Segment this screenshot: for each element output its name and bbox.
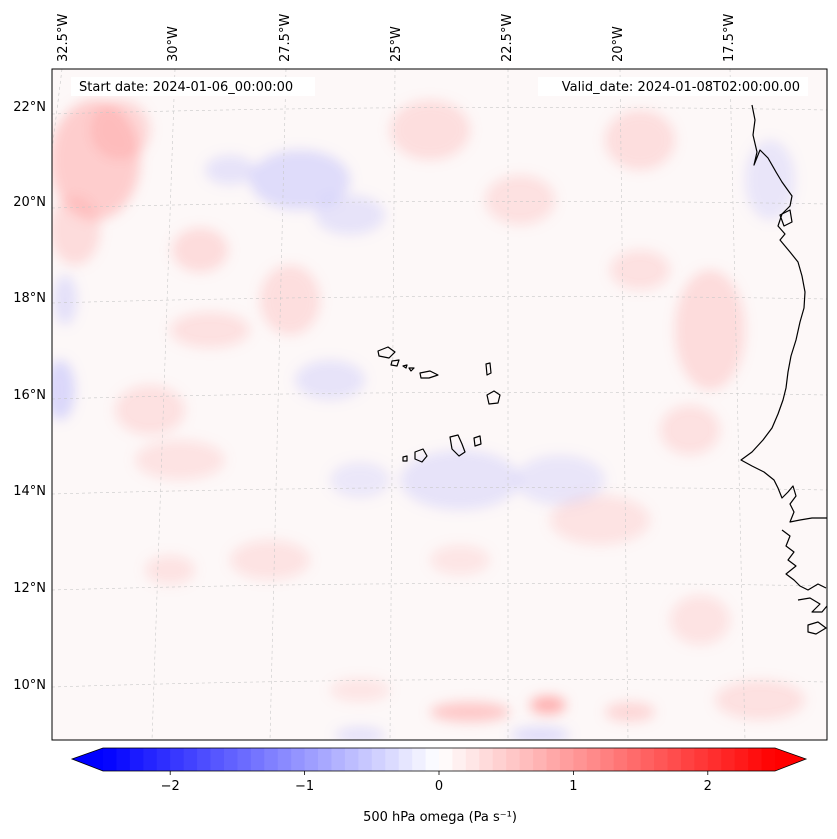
colorbar-cell — [465, 748, 480, 771]
colorbar-cell — [533, 748, 548, 771]
valid-date-box — [538, 77, 808, 96]
colorbar-extend-max — [775, 748, 806, 771]
colorbar-cells — [103, 748, 776, 771]
colorbar-cell — [734, 748, 749, 771]
lon-label: 30°W — [166, 26, 181, 62]
africa-coastline — [740, 104, 827, 523]
colorbar-cell — [412, 748, 427, 771]
colorbar-cell — [721, 748, 736, 771]
island-sao-vicente — [390, 359, 400, 367]
lat-label: 20°N — [13, 195, 46, 210]
island-sao-nicolau — [419, 370, 439, 379]
colorbar-cell — [586, 748, 601, 771]
colorbar-cell — [452, 748, 467, 771]
colorbar-cell — [183, 748, 198, 771]
longitude-labels: 32.5°W 30°W 27.5°W 25°W 22.5°W 20°W 17.5… — [56, 14, 737, 62]
colorbar-cell — [559, 748, 574, 771]
island-fogo — [414, 448, 428, 463]
colorbar-cell — [707, 748, 722, 771]
colorbar-outline — [70, 747, 808, 772]
colorbar-tick-label: 1 — [569, 779, 577, 794]
colorbar-cell — [748, 748, 763, 771]
latitude-labels: 22°N 20°N 18°N 16°N 14°N 12°N 10°N — [13, 100, 46, 693]
lat-label: 16°N — [13, 388, 46, 403]
colorbar-cell — [667, 748, 682, 771]
map-panel: Start date: 2024-01-06_00:00:00 Valid_da… — [51, 68, 828, 741]
island-boa-vista — [486, 390, 501, 405]
colorbar-cell — [439, 748, 454, 771]
colorbar-cell — [573, 748, 588, 771]
colorbar-cell — [385, 748, 400, 771]
lat-label: 18°N — [13, 291, 46, 306]
colorbar-cell — [156, 748, 171, 771]
colorbar-ticks: −2 −1 0 1 2 — [161, 771, 712, 794]
colorbar-cell — [116, 748, 131, 771]
island-brava — [402, 455, 408, 462]
colorbar-cell — [277, 748, 292, 771]
colorbar-cell — [425, 748, 440, 771]
colorbar-cell — [344, 748, 359, 771]
colorbar-label: 500 hPa omega (Pa s⁻¹) — [363, 810, 517, 825]
colorbar-cell — [250, 748, 265, 771]
colorbar-cell — [304, 748, 319, 771]
colorbar-cell — [479, 748, 494, 771]
valid-date-label: Valid_date: 2024-01-08T02:00:00.00 — [562, 80, 800, 95]
colorbar-cell — [129, 748, 144, 771]
colorbar-cell — [680, 748, 695, 771]
colorbar-cell — [103, 748, 118, 771]
colorbar-cell — [506, 748, 521, 771]
colorbar-cell — [627, 748, 642, 771]
coastlines — [377, 104, 827, 635]
colorbar-cell — [143, 748, 158, 771]
start-date-box — [71, 77, 315, 96]
lat-label: 14°N — [13, 484, 46, 499]
colorbar-cell — [519, 748, 534, 771]
colorbar-cell — [694, 748, 709, 771]
colorbar-cell — [371, 748, 386, 771]
island-santiago — [449, 434, 466, 457]
colorbar: −2 −1 0 1 2 500 hPa omega (Pa s⁻¹) — [70, 747, 808, 825]
colorbar-tick-label: 2 — [704, 779, 712, 794]
colorbar-cell — [223, 748, 238, 771]
island-maio — [473, 435, 482, 447]
lat-label: 22°N — [13, 100, 46, 115]
lon-label: 22.5°W — [500, 14, 515, 62]
colorbar-cell — [398, 748, 413, 771]
colorbar-tick-label: 0 — [435, 779, 443, 794]
colorbar-cell — [654, 748, 669, 771]
colorbar-cell — [761, 748, 776, 771]
colorbar-cell — [264, 748, 279, 771]
colorbar-cell — [291, 748, 306, 771]
colorbar-cell — [237, 748, 252, 771]
colorbar-cell — [492, 748, 507, 771]
colorbar-cell — [613, 748, 628, 771]
omega-field — [52, 69, 827, 740]
lat-label: 12°N — [13, 581, 46, 596]
colorbar-cell — [546, 748, 561, 771]
colorbar-cell — [318, 748, 333, 771]
gridlines — [52, 69, 827, 740]
lon-label: 32.5°W — [56, 14, 71, 62]
map-frame — [51, 68, 828, 741]
island-santo-antao — [377, 346, 396, 359]
lon-label: 27.5°W — [278, 14, 293, 62]
colorbar-tick-label: −2 — [161, 779, 180, 794]
colorbar-cell — [210, 748, 225, 771]
colorbar-cell — [600, 748, 615, 771]
colorbar-cell — [331, 748, 346, 771]
colorbar-tick-label: −1 — [295, 779, 314, 794]
colorbar-cell — [640, 748, 655, 771]
island-sal — [485, 362, 492, 376]
lon-label: 17.5°W — [722, 14, 737, 62]
colorbar-cell — [197, 748, 212, 771]
colorbar-extend-min — [72, 748, 103, 771]
colorbar-cell — [170, 748, 185, 771]
start-date-label: Start date: 2024-01-06_00:00:00 — [79, 80, 293, 95]
lat-label: 10°N — [13, 678, 46, 693]
colorbar-cell — [358, 748, 373, 771]
lon-label: 20°W — [611, 26, 626, 62]
lon-label: 25°W — [389, 26, 404, 62]
